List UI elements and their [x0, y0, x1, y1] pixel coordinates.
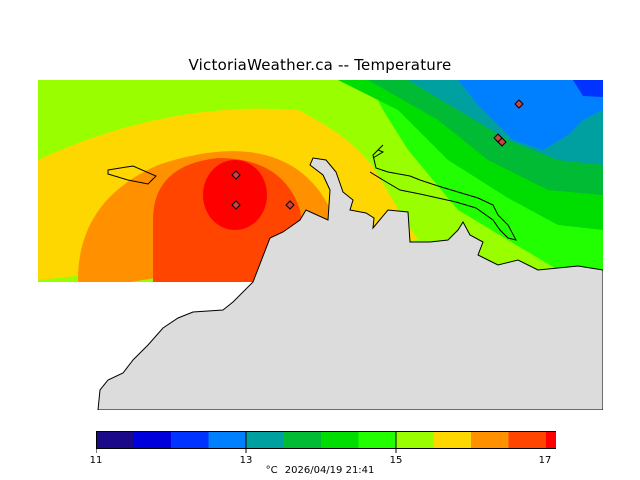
station-marker [231, 170, 241, 180]
station-marker [514, 99, 524, 109]
legend-swatch [471, 431, 509, 449]
north-shoreline [369, 144, 517, 241]
legend-swatch [396, 431, 434, 449]
map-title: VictoriaWeather.ca -- Temperature [188, 56, 452, 74]
legend-unit: °C [265, 465, 278, 476]
legend-swatch [321, 431, 359, 449]
timestamp: 2026/04/19 21:41 [284, 465, 375, 476]
band-red-core [203, 160, 267, 230]
color-legend [95, 431, 590, 465]
legend-swatch [508, 431, 546, 449]
band-deep-blue [573, 80, 603, 97]
legend-swatch [433, 431, 471, 449]
station-marker [285, 200, 295, 210]
legend-swatch [246, 431, 284, 449]
legend-swatch [208, 431, 246, 449]
legend-swatch [283, 431, 321, 449]
legend-swatch [133, 431, 171, 449]
legend-tick: 17 [538, 455, 552, 466]
legend-swatch [171, 431, 209, 449]
legend-tick: 11 [89, 455, 103, 466]
legend-tick: 13 [239, 455, 253, 466]
legend-tick: 15 [389, 455, 403, 466]
temperature-map [38, 80, 603, 410]
station-marker [231, 200, 241, 210]
legend-swatch [96, 431, 134, 449]
band-blue [458, 80, 603, 150]
landmass [97, 157, 603, 410]
legend-swatch [546, 431, 584, 449]
station-markers [231, 99, 524, 210]
legend-swatch [358, 431, 396, 449]
station-marker [497, 137, 507, 147]
small-island [107, 165, 157, 185]
legend-caption: °C 2026/04/19 21:41 [0, 465, 640, 476]
